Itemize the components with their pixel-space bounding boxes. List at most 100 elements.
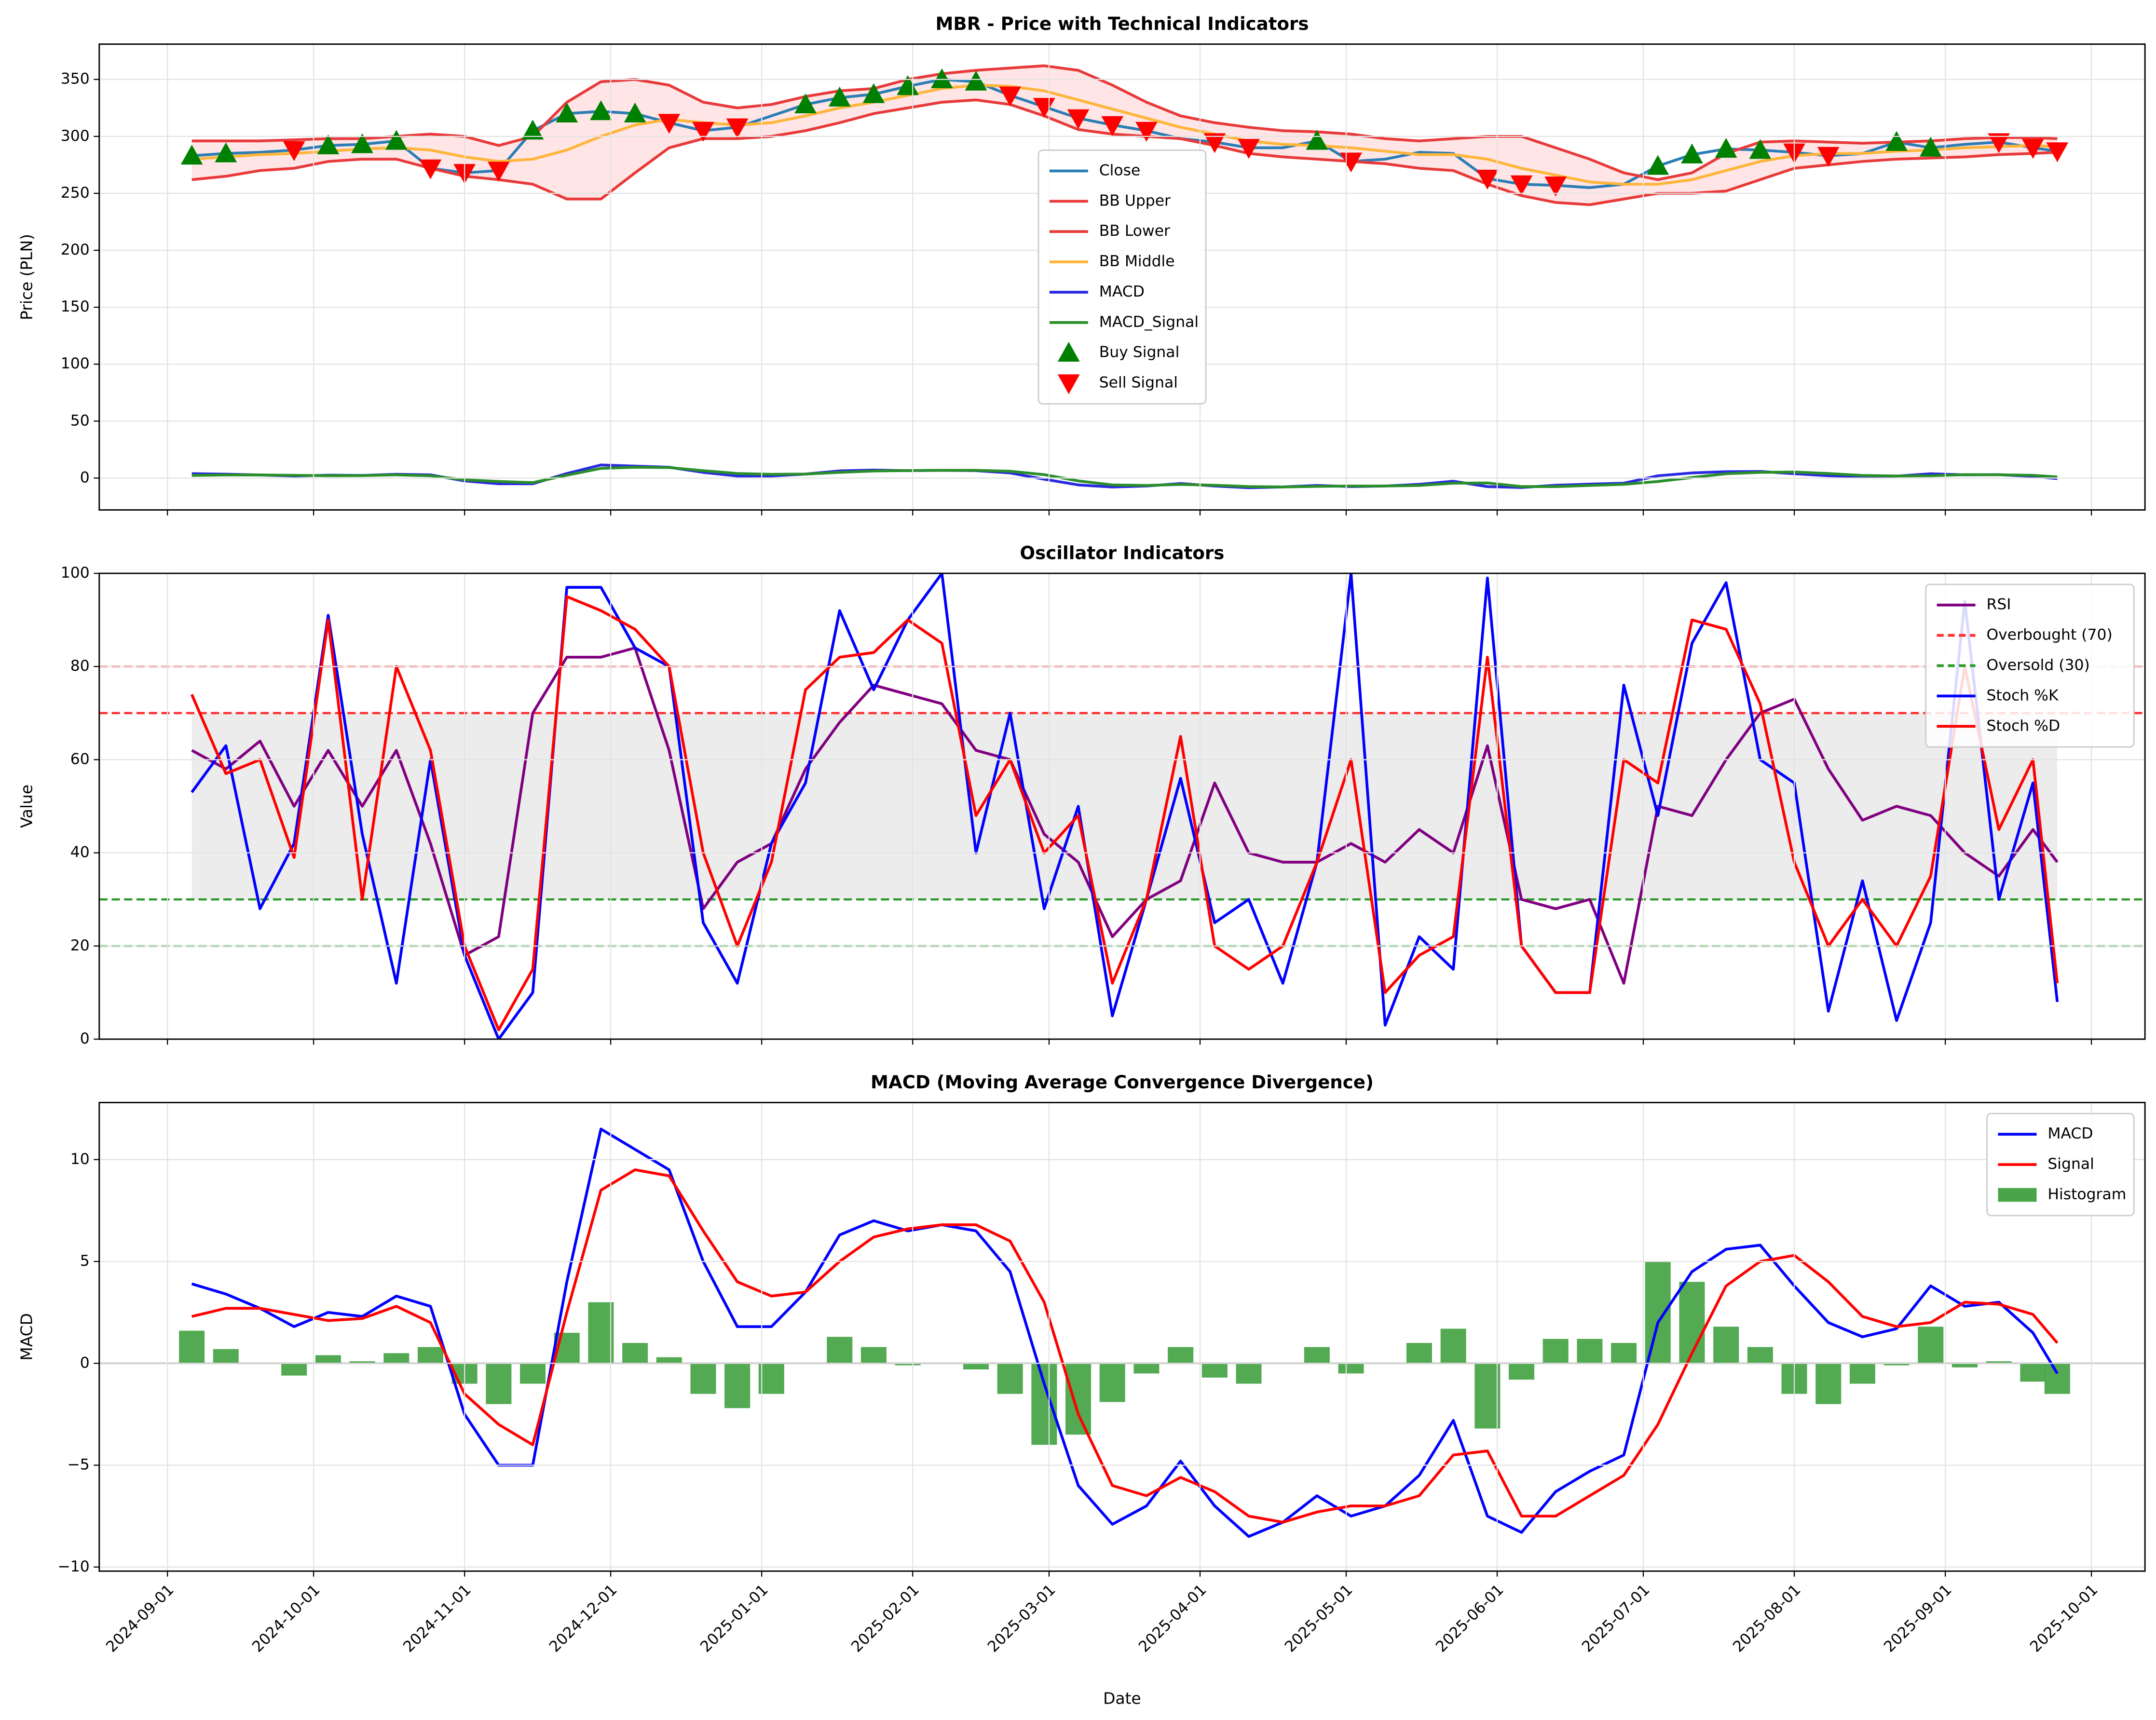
histogram-bar — [758, 1363, 784, 1394]
series-line — [191, 64, 2058, 181]
signal-marker — [215, 142, 237, 163]
legend-label: Overbought (70) — [1986, 626, 2112, 644]
signal-marker — [1510, 175, 1533, 195]
y-tick-label: 40 — [70, 844, 90, 861]
histogram-bar — [1201, 1363, 1228, 1378]
legend: Close BB Upper BB Lower BB Middle MACD MACD_S… — [1037, 149, 1207, 405]
signal-marker — [1715, 137, 1737, 158]
plot-area — [180, 64, 2069, 489]
legend-swatch — [1057, 374, 1080, 394]
histogram-bar — [1747, 1347, 1773, 1364]
histogram-bar — [2020, 1363, 2046, 1382]
histogram-bar — [520, 1363, 546, 1384]
band-fill — [191, 713, 2058, 900]
signal-marker — [965, 70, 987, 91]
legend-box — [1037, 149, 1207, 405]
subplot-title: Oscillator Indicators — [1020, 543, 1225, 564]
legend-label: RSI — [1986, 596, 2011, 613]
x-axis-label: Date — [1103, 1689, 1141, 1708]
y-tick-label: 60 — [70, 750, 90, 768]
legend-box — [1925, 583, 2135, 748]
signal-marker — [1135, 122, 1158, 142]
signal-marker — [317, 134, 340, 155]
histogram-bar — [1474, 1363, 1501, 1429]
y-tick-label: 250 — [61, 184, 90, 202]
histogram-bar — [1133, 1363, 1160, 1374]
legend: RSI Overbought (70) Oversold (30) Stoch %K S… — [1925, 583, 2135, 748]
signal-marker — [1203, 133, 1226, 153]
histogram-bar — [281, 1363, 307, 1376]
histogram-bar — [1406, 1343, 1432, 1364]
legend-label: Oversold (30) — [1986, 657, 2089, 674]
histogram-bar — [1031, 1363, 1057, 1445]
histogram-bar — [1236, 1363, 1262, 1384]
signal-marker — [1919, 136, 1942, 157]
y-axis-label: Price (PLN) — [17, 234, 36, 320]
y-tick-label: −10 — [57, 1558, 89, 1575]
legend: MACD Signal Histogram — [1986, 1112, 2135, 1217]
signal-marker — [624, 102, 646, 122]
histogram-bar — [588, 1302, 614, 1364]
y-tick-label: 150 — [61, 298, 90, 315]
series-line — [191, 573, 2059, 1040]
signal-marker — [351, 133, 373, 153]
series-line — [191, 646, 2059, 985]
signal-marker — [999, 86, 1022, 107]
signal-marker — [1340, 152, 1362, 173]
histogram-bar — [1338, 1363, 1364, 1374]
y-tick-label: −5 — [67, 1456, 89, 1474]
legend-label: MACD — [1099, 283, 1145, 300]
legend-label: BB Lower — [1099, 222, 1170, 240]
signal-marker — [692, 122, 714, 142]
histogram-bar — [315, 1355, 341, 1364]
histogram-bar — [1986, 1361, 2012, 1364]
histogram-bar — [656, 1357, 682, 1364]
series-line — [191, 595, 2059, 1031]
signal-marker — [385, 130, 408, 150]
signal-marker — [1817, 147, 1840, 167]
signal-marker — [897, 75, 919, 95]
histogram-bar — [1918, 1327, 1944, 1364]
legend-label: Buy Signal — [1099, 344, 1180, 361]
histogram-bar — [1679, 1282, 1705, 1364]
signal-marker — [556, 102, 578, 122]
histogram-bar — [895, 1363, 921, 1366]
signal-marker — [1885, 131, 1908, 151]
subplot: 0 20 40 60 80 100 Oscillator Indicators Value RS… — [17, 543, 2146, 1047]
signal-marker — [862, 83, 885, 103]
signal-marker — [419, 159, 442, 179]
signal-marker — [180, 145, 203, 165]
histogram-bar — [1304, 1347, 1330, 1364]
histogram-bar — [1099, 1363, 1125, 1402]
signal-marker — [1681, 143, 1703, 163]
legend-label: Stoch %D — [1986, 717, 2060, 734]
histogram-bar — [860, 1347, 887, 1364]
y-tick-label: 0 — [80, 1030, 90, 1047]
histogram-bar — [1849, 1363, 1875, 1384]
series-line — [191, 98, 2058, 206]
signal-marker — [828, 86, 851, 107]
y-axis-label: Value — [17, 785, 36, 828]
legend-label: Close — [1099, 162, 1141, 179]
y-tick-label: 200 — [61, 241, 90, 258]
signal-marker — [1033, 98, 1055, 118]
signal-marker — [590, 100, 612, 121]
histogram-bar — [1542, 1339, 1569, 1364]
y-tick-label: 100 — [61, 355, 90, 372]
signal-marker — [794, 93, 817, 114]
legend-label: Stoch %K — [1986, 687, 2059, 704]
signal-marker — [930, 68, 953, 89]
legend-label: MACD — [2047, 1125, 2093, 1142]
histogram-bar — [1611, 1343, 1637, 1364]
histogram-bar — [1065, 1363, 1092, 1435]
signal-marker — [2022, 139, 2044, 159]
histogram-bar — [1713, 1327, 1739, 1364]
histogram-bar — [179, 1330, 205, 1364]
signal-marker — [283, 141, 305, 162]
subplot-title: MBR - Price with Technical Indicators — [935, 14, 1309, 34]
plot-frame — [98, 1102, 2146, 1572]
histogram-bar — [827, 1337, 853, 1364]
subplot-title: MACD (Moving Average Convergence Diverge… — [871, 1072, 1374, 1093]
y-tick-label: 100 — [61, 564, 90, 582]
